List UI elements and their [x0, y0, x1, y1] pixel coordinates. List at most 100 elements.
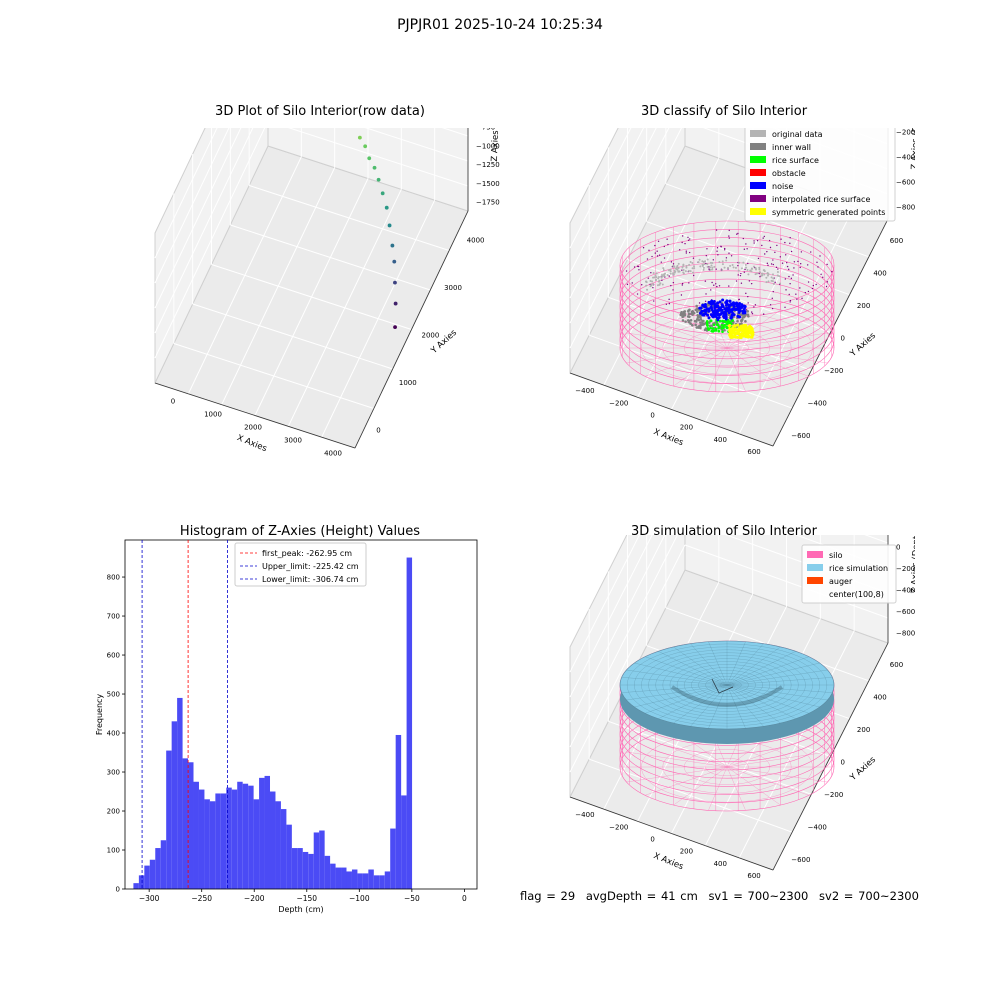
- histogram-bar: [357, 873, 363, 889]
- noise-point: [735, 301, 739, 305]
- legend-swatch: [807, 564, 823, 571]
- silo-floor-spoke: [726, 766, 781, 806]
- noise-point: [722, 314, 726, 318]
- interpolated-point: [728, 285, 730, 287]
- noise-point: [727, 303, 731, 307]
- histogram-bar: [226, 787, 232, 889]
- symmetric-point: [740, 324, 744, 328]
- legend-swatch: [750, 182, 766, 189]
- inner-wall-point: [703, 328, 707, 332]
- interpolated-point: [737, 232, 739, 235]
- interpolated-point: [723, 249, 726, 251]
- original-point: [685, 264, 688, 267]
- interpolated-point: [647, 277, 650, 279]
- original-point: [742, 261, 745, 264]
- original-point: [666, 274, 669, 277]
- interpolated-point: [746, 248, 748, 250]
- interpolated-point: [819, 255, 821, 257]
- original-point: [651, 280, 654, 283]
- silo-floor-spoke: [708, 304, 728, 349]
- inner-wall-point: [694, 323, 697, 327]
- z-tick-label: −750: [476, 128, 495, 132]
- noise-point: [707, 307, 711, 311]
- interpolated-point: [681, 269, 683, 271]
- interpolated-point: [728, 252, 730, 254]
- original-point: [658, 279, 661, 282]
- original-point: [709, 261, 712, 264]
- original-point: [669, 270, 672, 273]
- silo-floor-spoke: [726, 347, 746, 392]
- histogram-bar: [319, 830, 325, 889]
- original-point: [655, 272, 658, 275]
- interpolated-point: [792, 274, 794, 276]
- status-footer: flag = 29 avgDepth = 41 cm sv1 = 700~230…: [520, 889, 925, 903]
- original-point: [703, 263, 706, 266]
- surface-mesh-spoke: [658, 651, 728, 686]
- histogram-bar: [133, 883, 139, 889]
- interpolated-point: [800, 263, 802, 265]
- y-tick-label: 800: [107, 574, 120, 582]
- interpolated-point: [631, 282, 633, 284]
- original-point: [762, 269, 765, 272]
- rice-surface-point: [705, 323, 709, 326]
- inner-wall-point: [679, 313, 683, 317]
- data-point: [384, 205, 389, 210]
- original-point: [767, 273, 770, 276]
- surface-mesh-spoke: [726, 684, 810, 714]
- data-point: [393, 280, 397, 285]
- surface-mesh-spoke: [726, 662, 820, 686]
- interpolated-point: [718, 285, 721, 287]
- histogram-bar: [270, 791, 276, 889]
- silo-floor-spoke: [644, 319, 728, 349]
- interpolated-point: [642, 247, 645, 249]
- interpolated-point: [788, 293, 790, 296]
- noise-point: [730, 309, 734, 313]
- original-point: [682, 268, 685, 271]
- interpolated-point: [681, 241, 683, 244]
- inner-wall-point: [741, 318, 744, 321]
- data-point: [393, 325, 397, 330]
- interpolated-point: [817, 266, 819, 268]
- data-point: [392, 259, 397, 264]
- histogram-bar: [220, 793, 227, 889]
- interpolated-point: [793, 261, 796, 263]
- inner-wall-point: [708, 321, 711, 324]
- original-point: [672, 264, 675, 267]
- legend-swatch: [750, 130, 766, 137]
- z-tick-label: 0: [896, 544, 900, 552]
- original-point: [744, 263, 747, 266]
- inner-wall-point: [708, 324, 712, 328]
- surface-mesh-spoke: [726, 677, 833, 686]
- silo-floor-spoke: [708, 347, 728, 392]
- symmetric-point: [730, 330, 734, 334]
- interpolated-point: [820, 273, 822, 275]
- interpolated-point: [705, 254, 708, 257]
- histogram-bar: [346, 871, 352, 889]
- z-tick-label: −600: [896, 179, 915, 187]
- interpolated-point: [774, 251, 776, 254]
- inner-wall-point: [691, 323, 694, 327]
- original-point: [656, 284, 659, 287]
- noise-point: [727, 311, 731, 315]
- surface-mesh-spoke: [708, 641, 728, 686]
- original-point: [691, 271, 694, 274]
- original-point: [723, 266, 726, 269]
- interpolated-point: [684, 242, 686, 245]
- original-point: [675, 266, 678, 269]
- interpolated-point: [764, 253, 766, 255]
- silo-floor-spoke: [626, 347, 728, 364]
- rice-surface-point: [724, 320, 727, 324]
- data-point: [393, 301, 398, 306]
- surface-mesh-spoke: [644, 684, 728, 714]
- original-point: [776, 270, 779, 273]
- legend-label: Upper_limit: -225.42 cm: [262, 562, 359, 571]
- interpolated-point: [825, 285, 828, 288]
- surface-mesh-spoke: [690, 643, 728, 686]
- noise-point: [728, 299, 732, 303]
- symmetric-point: [735, 335, 739, 339]
- surface-mesh-spoke: [726, 684, 764, 727]
- interpolated-point: [715, 283, 717, 285]
- legend-label: center(100,8): [829, 590, 884, 599]
- silo-floor-spoke: [708, 766, 728, 811]
- interpolated-point: [812, 284, 815, 287]
